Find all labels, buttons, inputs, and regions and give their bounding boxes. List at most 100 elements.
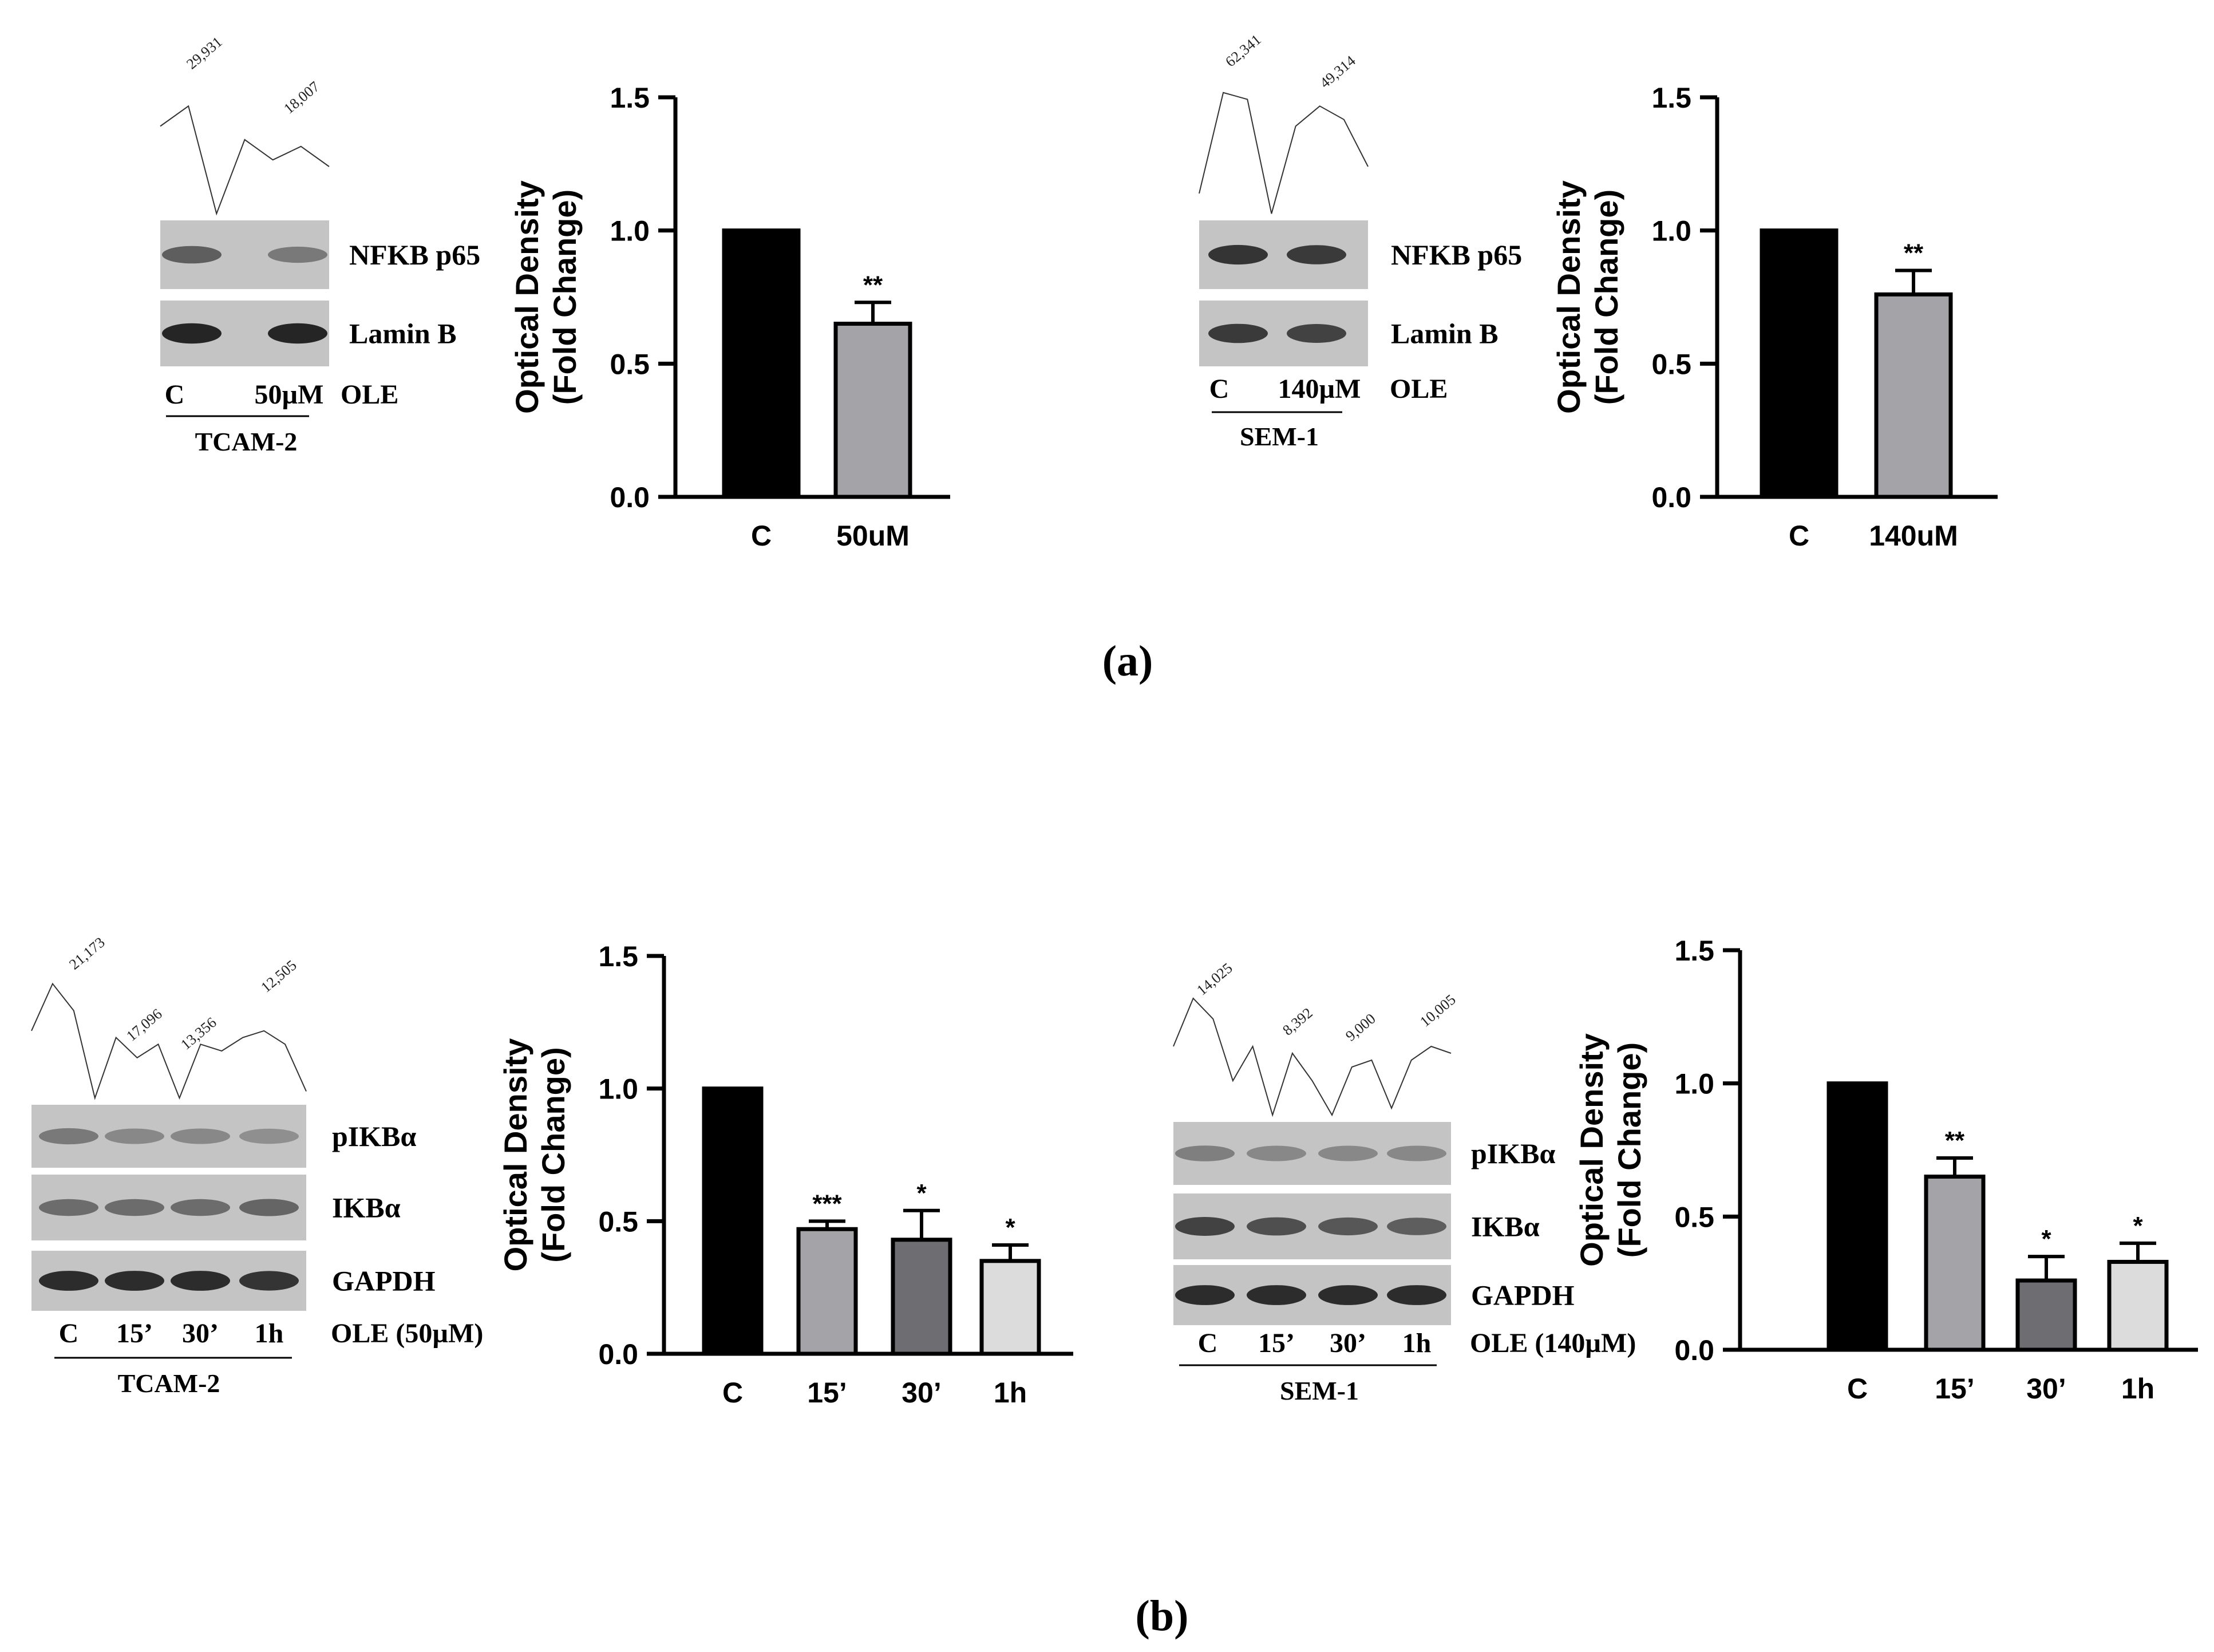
y-tick-label: 0.0 bbox=[1674, 1334, 1714, 1366]
protein-band bbox=[1247, 1217, 1306, 1236]
bar-1 bbox=[1760, 228, 1839, 499]
protein-band bbox=[239, 1271, 299, 1291]
y-tick-label: 0.5 bbox=[1674, 1201, 1714, 1233]
bar-1 bbox=[722, 228, 801, 499]
protein-band bbox=[39, 1128, 98, 1145]
protein-label: IKBα bbox=[332, 1192, 401, 1224]
protein-band bbox=[239, 1128, 299, 1144]
significance-marker: * bbox=[2133, 1212, 2143, 1240]
lane-label: C bbox=[59, 1318, 79, 1349]
lane-label: C bbox=[1198, 1328, 1218, 1358]
cell-line-label: TCAM-2 bbox=[118, 1369, 220, 1398]
y-tick-label: 1.0 bbox=[1674, 1068, 1714, 1100]
y-tick-label: 1.0 bbox=[1651, 215, 1691, 247]
protein-label: Lamin B bbox=[1391, 318, 1499, 350]
significance-marker: *** bbox=[812, 1189, 842, 1218]
significance-marker: ** bbox=[863, 271, 883, 299]
blot-strip bbox=[31, 1105, 306, 1168]
bar-chart-a2-chart: 0.0 0.5 1.0 1.5 Optical Density (Fold Change)… bbox=[1551, 82, 1998, 552]
protein-band bbox=[1318, 1145, 1378, 1161]
bar-2 bbox=[833, 322, 912, 499]
densitometry-value: 10,005 bbox=[1417, 991, 1458, 1030]
y-tick-label: 1.5 bbox=[1651, 82, 1691, 114]
blot-strip bbox=[1173, 1122, 1451, 1185]
cell-line-label: TCAM-2 bbox=[195, 427, 298, 456]
y-tick-label: 1.0 bbox=[598, 1073, 638, 1105]
lane-label: 1h bbox=[255, 1318, 284, 1349]
protein-label: NFKB p65 bbox=[349, 239, 480, 271]
densitometry-value: 21,173 bbox=[66, 934, 108, 973]
cell-line-label: SEM-1 bbox=[1240, 422, 1319, 451]
y-tick-label: 0.5 bbox=[1651, 348, 1691, 380]
lane-label: C bbox=[165, 380, 185, 410]
x-tick-label: 15’ bbox=[1935, 1373, 1975, 1405]
bar-chart-a1-chart: 0.0 0.5 1.0 1.5 Optical Density (Fold Change)… bbox=[509, 82, 950, 552]
y-axis-label-line1: Optical Density bbox=[509, 180, 545, 414]
lane-label: 15’ bbox=[1258, 1328, 1295, 1358]
significance-marker: * bbox=[916, 1179, 927, 1207]
lane-label: 140µM bbox=[1278, 374, 1361, 404]
protein-band bbox=[171, 1199, 230, 1216]
western-blot-b2: 14,025 8,392 9,000 10,005 pIKBα IKBα GAPDH C 15’… bbox=[1173, 959, 1636, 1405]
protein-label: pIKBα bbox=[332, 1120, 417, 1152]
densitometry-value: 14,025 bbox=[1193, 959, 1235, 998]
protein-band bbox=[105, 1271, 164, 1291]
treatment-label: OLE (140µM) bbox=[1470, 1328, 1636, 1358]
x-tick-label: C bbox=[751, 520, 772, 552]
y-axis-label-line2: (Fold Change) bbox=[547, 189, 583, 405]
x-tick-label: 50uM bbox=[836, 520, 910, 552]
protein-band bbox=[1287, 245, 1346, 264]
y-tick-label: 0.0 bbox=[598, 1338, 638, 1370]
protein-band bbox=[1175, 1285, 1235, 1305]
bar-2 bbox=[796, 1227, 858, 1356]
protein-band bbox=[1387, 1285, 1446, 1305]
y-tick-label: 0.5 bbox=[610, 348, 650, 380]
y-axis-label-line2: (Fold Change) bbox=[1588, 189, 1624, 405]
bar-chart-b2-chart: 0.0 0.5 1.0 1.5 Optical Density (Fold Change)… bbox=[1573, 935, 2198, 1405]
protein-band bbox=[39, 1271, 98, 1291]
significance-marker: ** bbox=[1945, 1127, 1965, 1155]
protein-band bbox=[268, 323, 327, 344]
protein-band bbox=[1318, 1217, 1378, 1236]
protein-band bbox=[1208, 323, 1268, 343]
y-tick-label: 1.0 bbox=[610, 215, 650, 247]
densitometry-value: 29,931 bbox=[183, 33, 225, 72]
lane-label: 30’ bbox=[182, 1318, 219, 1349]
bar-3 bbox=[2015, 1278, 2077, 1352]
protein-label: GAPDH bbox=[332, 1265, 436, 1297]
x-tick-label: 1h bbox=[994, 1377, 1027, 1409]
lane-label: 30’ bbox=[1330, 1328, 1366, 1358]
densitometry-value: 12,505 bbox=[258, 957, 299, 995]
densitometry-value: 62,341 bbox=[1222, 31, 1264, 70]
western-blot-b1: 21,173 17,096 13,356 12,505 pIKBα IKBα GAPDH C 1… bbox=[31, 934, 483, 1398]
x-tick-label: 15’ bbox=[807, 1377, 847, 1409]
densitometry-trace bbox=[31, 982, 307, 1100]
protein-band bbox=[171, 1128, 230, 1144]
lane-label: 1h bbox=[1402, 1328, 1432, 1358]
densitometry-trace bbox=[1173, 997, 1452, 1117]
densitometry-trace bbox=[1199, 92, 1369, 214]
y-axis-label-line1: Optical Density bbox=[1573, 1033, 1610, 1267]
bar-1 bbox=[702, 1086, 764, 1356]
treatment-label: OLE bbox=[341, 380, 398, 410]
treatment-label: OLE bbox=[1390, 374, 1448, 404]
y-tick-label: 1.5 bbox=[610, 82, 650, 114]
densitometry-value: 13,356 bbox=[177, 1014, 219, 1053]
x-tick-label: C bbox=[1789, 520, 1809, 552]
y-axis-label-line1: Optical Density bbox=[1551, 180, 1587, 414]
protein-band bbox=[105, 1128, 164, 1144]
protein-label: pIKBα bbox=[1471, 1137, 1556, 1169]
y-tick-label: 0.0 bbox=[1651, 481, 1691, 513]
y-axis-label-line2: (Fold Change) bbox=[535, 1047, 571, 1262]
y-tick-label: 1.5 bbox=[598, 940, 638, 973]
y-axis-label-line1: Optical Density bbox=[497, 1038, 533, 1272]
protein-band bbox=[1247, 1285, 1306, 1305]
protein-band bbox=[268, 246, 327, 263]
y-tick-label: 0.5 bbox=[598, 1206, 638, 1238]
protein-band bbox=[1247, 1145, 1306, 1161]
bar-4 bbox=[979, 1259, 1041, 1356]
significance-marker: ** bbox=[1904, 239, 1924, 267]
protein-label: Lamin B bbox=[349, 318, 457, 350]
